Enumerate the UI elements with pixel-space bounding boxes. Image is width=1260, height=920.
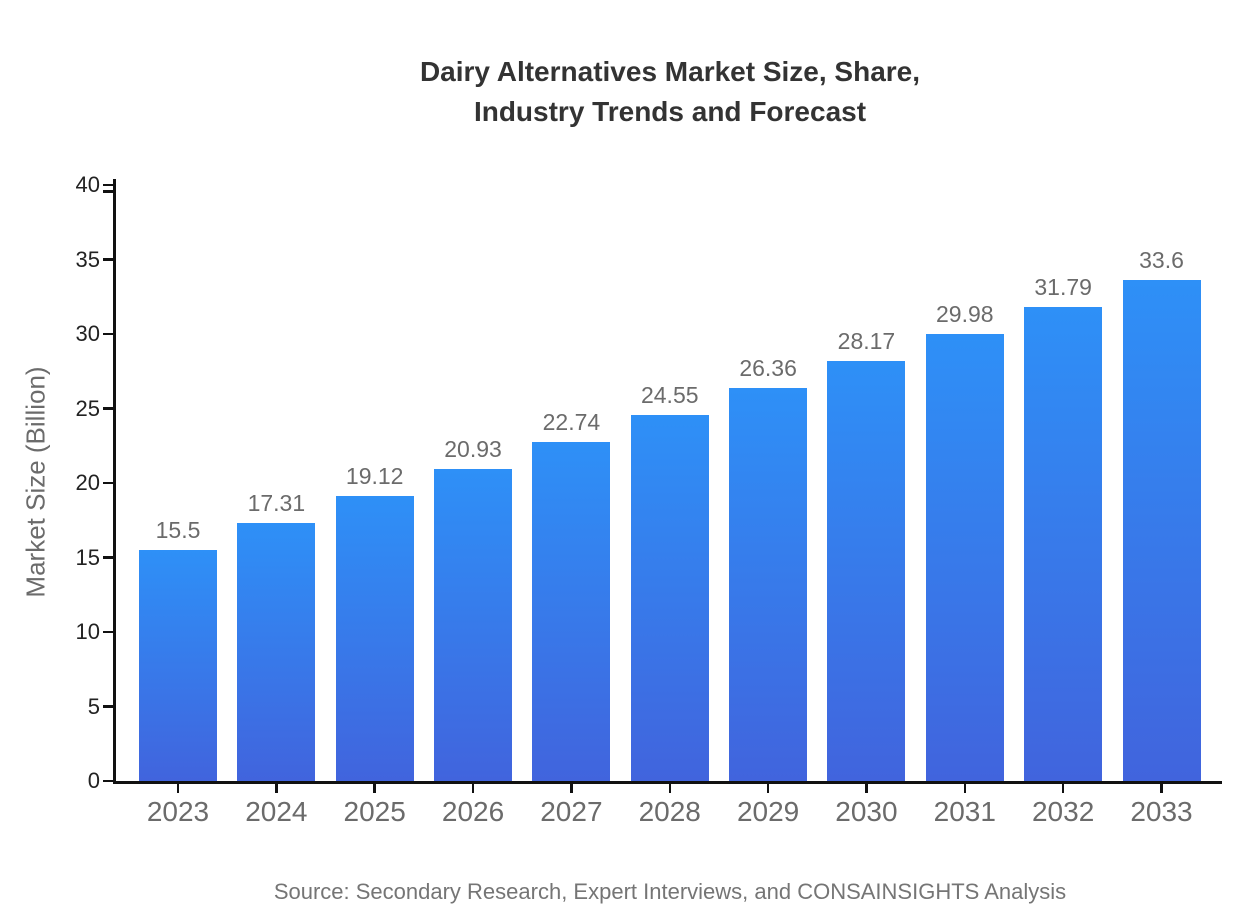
source-attribution: Source: Secondary Research, Expert Inter… (273, 879, 1067, 904)
bar-value-label-2027: 22.74 (542, 409, 601, 436)
y-axis-tick (103, 779, 113, 783)
x-axis-tick-label-2030: 2030 (835, 796, 898, 827)
bar-2030 (827, 361, 906, 781)
x-axis-tick (963, 784, 967, 793)
bar-value-label-2029: 26.36 (739, 355, 797, 382)
x-axis-tick (176, 784, 180, 793)
y-axis-tick-label: 10 (75, 619, 100, 644)
chart-title: Dairy Alternatives Market Size, Share, I… (80, 52, 1260, 132)
bar-2026 (434, 469, 513, 781)
bar-2028 (630, 415, 709, 781)
x-axis-tick (373, 784, 376, 793)
y-axis-tick (103, 332, 113, 336)
y-axis-tick (103, 407, 113, 410)
x-axis-tick (1061, 784, 1065, 793)
bar-2025 (335, 496, 414, 781)
chart-title-line-2: Industry Trends and Forecast (473, 96, 867, 127)
y-axis-tick (103, 630, 113, 634)
bar-2027 (532, 442, 611, 781)
x-axis-spine (113, 781, 1222, 784)
y-axis-end-cap (103, 190, 113, 193)
bar-value-label-2024: 17.31 (247, 490, 306, 517)
y-axis-spine (113, 179, 116, 784)
x-axis-tick-label-2023: 2023 (146, 796, 210, 827)
y-axis-tick-label: 35 (75, 246, 100, 272)
bar-value-label-2028: 24.55 (640, 382, 699, 409)
x-axis-tick (275, 784, 278, 793)
bar-2033 (1122, 280, 1201, 781)
y-axis-tick-label: 20 (75, 470, 100, 495)
bar-value-label-2032: 31.79 (1034, 274, 1092, 301)
y-axis-tick (103, 258, 113, 261)
y-axis-tick (103, 705, 113, 708)
bar-value-label-2026: 20.93 (444, 436, 502, 463)
y-axis-tick (103, 183, 113, 187)
x-axis-tick-label-2024: 2024 (245, 796, 308, 827)
y-axis-tick-label: 40 (75, 172, 100, 197)
bar-value-label-2025: 19.12 (345, 463, 404, 490)
x-axis-tick-label-2029: 2029 (736, 796, 800, 827)
y-axis-tick (103, 481, 113, 485)
bar-value-label-2033: 33.6 (1139, 247, 1184, 274)
x-axis-tick-label-2028: 2028 (638, 796, 701, 827)
x-axis-tick-label-2033: 2033 (1130, 796, 1193, 827)
x-axis-tick-label-2032: 2032 (1031, 796, 1095, 827)
bar-2029 (729, 388, 808, 781)
x-axis-tick-label-2031: 2031 (933, 796, 996, 827)
y-axis-tick-label: 30 (75, 321, 100, 346)
bar-value-label-2023: 15.5 (155, 517, 201, 544)
bar-2031 (925, 334, 1004, 781)
x-axis-tick-label-2026: 2026 (441, 796, 505, 827)
x-axis-tick (668, 784, 671, 793)
x-axis-tick (570, 784, 573, 793)
bar-2032 (1024, 307, 1103, 781)
x-axis-tick (766, 784, 770, 793)
bar-value-label-2030: 28.17 (837, 328, 896, 355)
bar-value-label-2031: 29.98 (936, 301, 994, 328)
x-axis-tick-label-2027: 2027 (540, 796, 603, 827)
x-axis-tick (865, 784, 868, 793)
y-axis-tick-label: 15 (75, 544, 100, 570)
x-axis-tick (1160, 784, 1163, 793)
y-axis-tick (103, 556, 113, 559)
bar-2023 (139, 550, 217, 781)
x-axis-tick (471, 784, 475, 793)
y-axis-tick-label: 5 (87, 693, 100, 719)
chart-title-line-1: Dairy Alternatives Market Size, Share, (419, 56, 921, 87)
y-axis-tick-label: 25 (75, 395, 100, 421)
x-axis-tick-label-2025: 2025 (343, 796, 406, 827)
bar-2024 (237, 523, 316, 781)
y-axis-tick-label: 0 (87, 768, 100, 793)
